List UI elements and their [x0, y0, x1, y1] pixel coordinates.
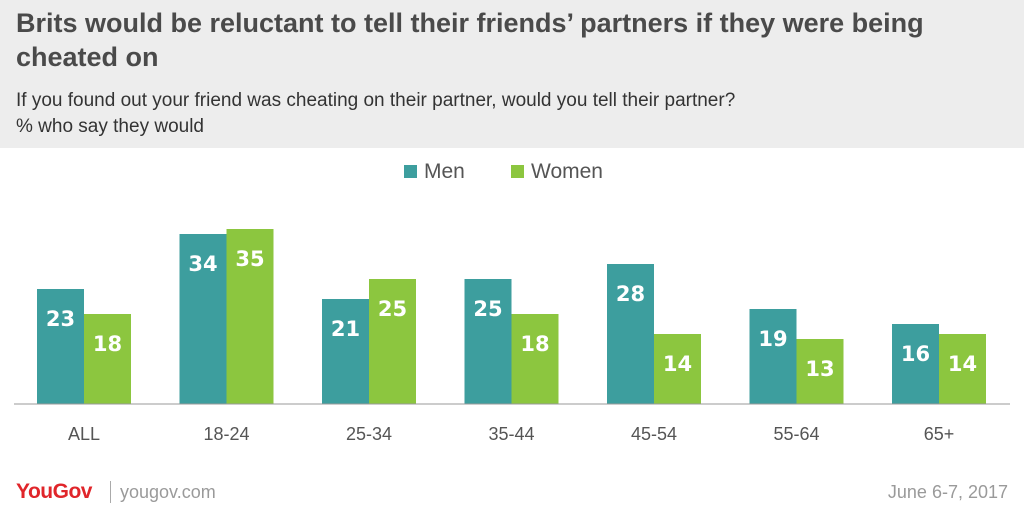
value-label-men-25-34: 21: [331, 317, 360, 341]
survey-question: If you found out your friend was cheatin…: [16, 90, 736, 111]
measure-label: % who say they would: [16, 116, 204, 137]
legend-label-men: Men: [424, 160, 465, 183]
bar-men-ALL: [37, 289, 84, 404]
bar-group-45-54: 28 14: [607, 264, 701, 404]
x-tick-label-ALL: ALL: [68, 424, 100, 444]
bar-men-18-24: [179, 234, 227, 404]
bar-group-35-44: 25 18: [464, 279, 559, 404]
x-tick-label-65+: 65+: [924, 424, 955, 444]
value-label-women-65+: 14: [948, 352, 977, 376]
yougov-logo: YouGov: [16, 480, 92, 503]
value-label-women-18-24: 35: [235, 247, 264, 271]
bar-women-35-44: [511, 314, 559, 404]
value-label-men-ALL: 23: [46, 307, 75, 331]
legend-swatch-women: [511, 165, 524, 178]
x-axis-tick-labels: ALL 18-24 25-34 35-44 45-54 55-64 65+: [68, 424, 954, 444]
bar-men-35-44: [464, 279, 512, 404]
bar-men-45-54: [607, 264, 654, 404]
value-label-women-45-54: 14: [663, 352, 692, 376]
bar-women-45-54: [654, 334, 701, 404]
value-label-men-65+: 16: [901, 342, 930, 366]
chart-subtitle: If you found out your friend was cheatin…: [16, 88, 1006, 140]
value-label-men-55-64: 19: [758, 327, 787, 351]
x-tick-label-25-34: 25-34: [346, 424, 392, 444]
x-tick-label-35-44: 35-44: [488, 424, 534, 444]
bar-women-18-24: [226, 229, 274, 404]
bar-women-25-34: [369, 279, 416, 404]
bar-men-55-64: [749, 309, 797, 404]
x-tick-label-18-24: 18-24: [203, 424, 249, 444]
bar-women-55-64: [796, 339, 844, 404]
value-label-women-55-64: 13: [805, 357, 834, 381]
value-label-men-35-44: 25: [473, 297, 502, 321]
chart-title: Brits would be reluctant to tell their f…: [16, 8, 924, 72]
legend-label-women: Women: [531, 160, 603, 183]
value-label-women-25-34: 25: [378, 297, 407, 321]
footer-divider: [110, 481, 111, 503]
bar-women-ALL: [84, 314, 131, 404]
value-label-men-18-24: 34: [188, 252, 217, 276]
value-label-men-45-54: 28: [616, 282, 645, 306]
fieldwork-date: June 6-7, 2017: [887, 482, 1008, 502]
header-band: Brits would be reluctant to tell their f…: [0, 0, 1024, 148]
x-tick-label-55-64: 55-64: [773, 424, 819, 444]
bar-group-18-24: 34 35: [179, 229, 274, 404]
footer-site-link[interactable]: yougov.com: [120, 482, 216, 502]
value-label-women-ALL: 18: [93, 332, 122, 356]
bar-group-ALL: 23 18: [37, 289, 131, 404]
value-label-women-35-44: 18: [520, 332, 549, 356]
x-tick-label-45-54: 45-54: [631, 424, 677, 444]
bar-men-25-34: [322, 299, 369, 404]
bar-group-25-34: 21 25: [322, 279, 416, 404]
legend: Men Women: [404, 160, 603, 183]
legend-swatch-men: [404, 165, 417, 178]
bar-women-65+: [939, 334, 986, 404]
bar-group-65+: 16 14: [892, 324, 986, 404]
bar-men-65+: [892, 324, 939, 404]
